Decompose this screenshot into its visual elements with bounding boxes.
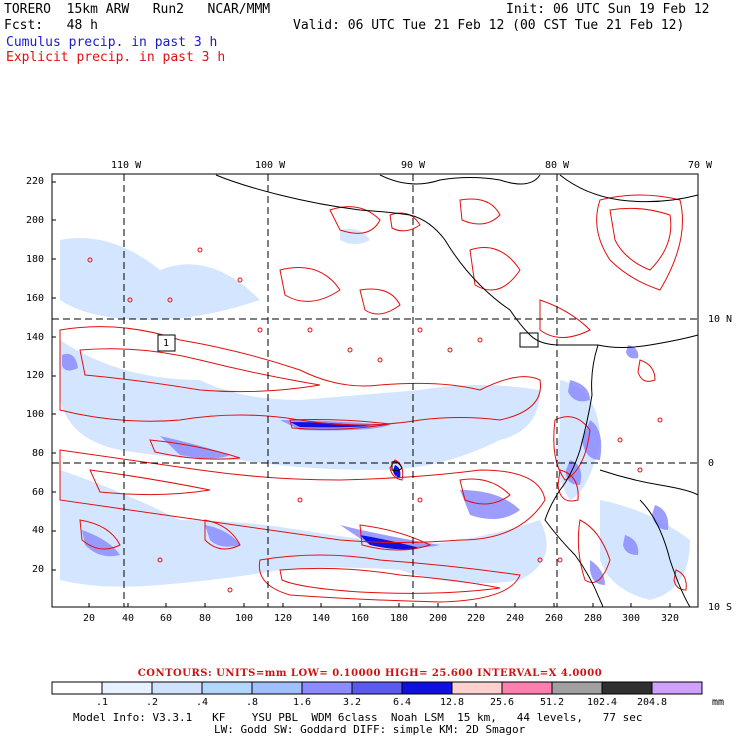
- model-info: Model Info: V3.3.1 KF YSU PBL WDM 6class…: [73, 711, 643, 724]
- x-tick: 40: [122, 613, 135, 624]
- x-tick: 140: [312, 613, 331, 624]
- legend-label: 102.4: [586, 697, 618, 708]
- legend-label: .2: [145, 697, 159, 708]
- legend-swatch: [601, 681, 653, 695]
- legend-swatch: [101, 681, 153, 695]
- legend-label: 6.4: [392, 697, 412, 708]
- x-tick: 280: [584, 613, 603, 624]
- physics-info: LW: Godd SW: Goddard DIFF: simple KM: 2D…: [214, 723, 526, 736]
- legend-swatch: [151, 681, 203, 695]
- legend-colorbar: [51, 681, 703, 695]
- forecast-hour: Fcst: 48 h: [4, 18, 98, 33]
- init-time: Init: 06 UTC Sun 19 Feb 12: [506, 2, 710, 17]
- x-tick: 20: [83, 613, 96, 624]
- x-tick: 100: [235, 613, 254, 624]
- x-tick: 120: [274, 613, 293, 624]
- model-title: TORERO 15km ARW Run2 NCAR/MMM: [4, 2, 271, 17]
- x-tick: 180: [390, 613, 409, 624]
- legend-label: .1: [95, 697, 109, 708]
- legend-swatch: [451, 681, 503, 695]
- lat-label-10s: 10 S: [708, 602, 733, 613]
- explicit-precip-contours: [59, 194, 687, 603]
- station-box: [157, 334, 176, 352]
- coastlines: [215, 174, 699, 608]
- valid-time: Valid: 06 UTC Tue 21 Feb 12 (00 CST Tue …: [293, 18, 685, 33]
- legend-swatch: [401, 681, 453, 695]
- y-tick: 220: [26, 176, 45, 187]
- y-tick: 160: [26, 293, 45, 304]
- x-tick: 220: [467, 613, 486, 624]
- y-tick: 180: [26, 254, 45, 265]
- x-tick: 160: [351, 613, 370, 624]
- y-tick: 60: [32, 487, 45, 498]
- y-tick: 120: [26, 370, 45, 381]
- y-tick: 80: [32, 448, 45, 459]
- y-tick: 200: [26, 215, 45, 226]
- legend-swatch: [51, 681, 103, 695]
- x-tick: 200: [429, 613, 448, 624]
- x-tick: 60: [160, 613, 173, 624]
- legend-swatch: [201, 681, 253, 695]
- legend-label: .4: [195, 697, 209, 708]
- legend-label: 1.6: [292, 697, 312, 708]
- x-tick: 300: [622, 613, 641, 624]
- explicit-precip-specks: [87, 247, 663, 593]
- legend-swatch: [251, 681, 303, 695]
- cumulus-precip-cores: [62, 345, 669, 585]
- legend-unit: mm: [712, 697, 725, 708]
- legend-swatch: [351, 681, 403, 695]
- lon-label-110w: 110 W: [111, 160, 142, 171]
- axis-ticks: [52, 181, 671, 607]
- legend-swatch: [551, 681, 603, 695]
- box-marker: [519, 332, 539, 348]
- lon-label-100w: 100 W: [255, 160, 286, 171]
- y-tick: 20: [32, 564, 45, 575]
- legend-swatch: [501, 681, 553, 695]
- cumulus-legend-text: Cumulus precip. in past 3 h: [6, 35, 218, 50]
- x-tick: 260: [545, 613, 564, 624]
- x-tick: 320: [661, 613, 680, 624]
- legend-label: 204.8: [636, 697, 668, 708]
- lon-label-70w: 70 W: [688, 160, 713, 171]
- x-tick: 80: [199, 613, 212, 624]
- y-tick: 40: [32, 525, 45, 536]
- lat-lon-grid: [52, 174, 698, 607]
- x-tick: 240: [506, 613, 525, 624]
- station-marker-label: 1: [163, 338, 170, 349]
- legend-label: 12.8: [439, 697, 465, 708]
- legend-label: .8: [245, 697, 259, 708]
- legend-swatch: [301, 681, 353, 695]
- y-tick: 140: [26, 332, 45, 343]
- legend-swatch: [651, 681, 703, 695]
- legend-label: 25.6: [489, 697, 515, 708]
- legend-label: 51.2: [539, 697, 565, 708]
- legend-label: 3.2: [342, 697, 362, 708]
- y-tick: 100: [26, 409, 45, 420]
- lon-label-90w: 90 W: [401, 160, 426, 171]
- explicit-legend-text: Explicit precip. in past 3 h: [6, 50, 226, 65]
- lat-label-10n: 10 N: [708, 314, 733, 325]
- lon-label-80w: 80 W: [545, 160, 570, 171]
- contour-info: CONTOURS: UNITS=mm LOW= 0.10000 HIGH= 25…: [137, 668, 603, 679]
- lat-label-0: 0: [708, 458, 715, 469]
